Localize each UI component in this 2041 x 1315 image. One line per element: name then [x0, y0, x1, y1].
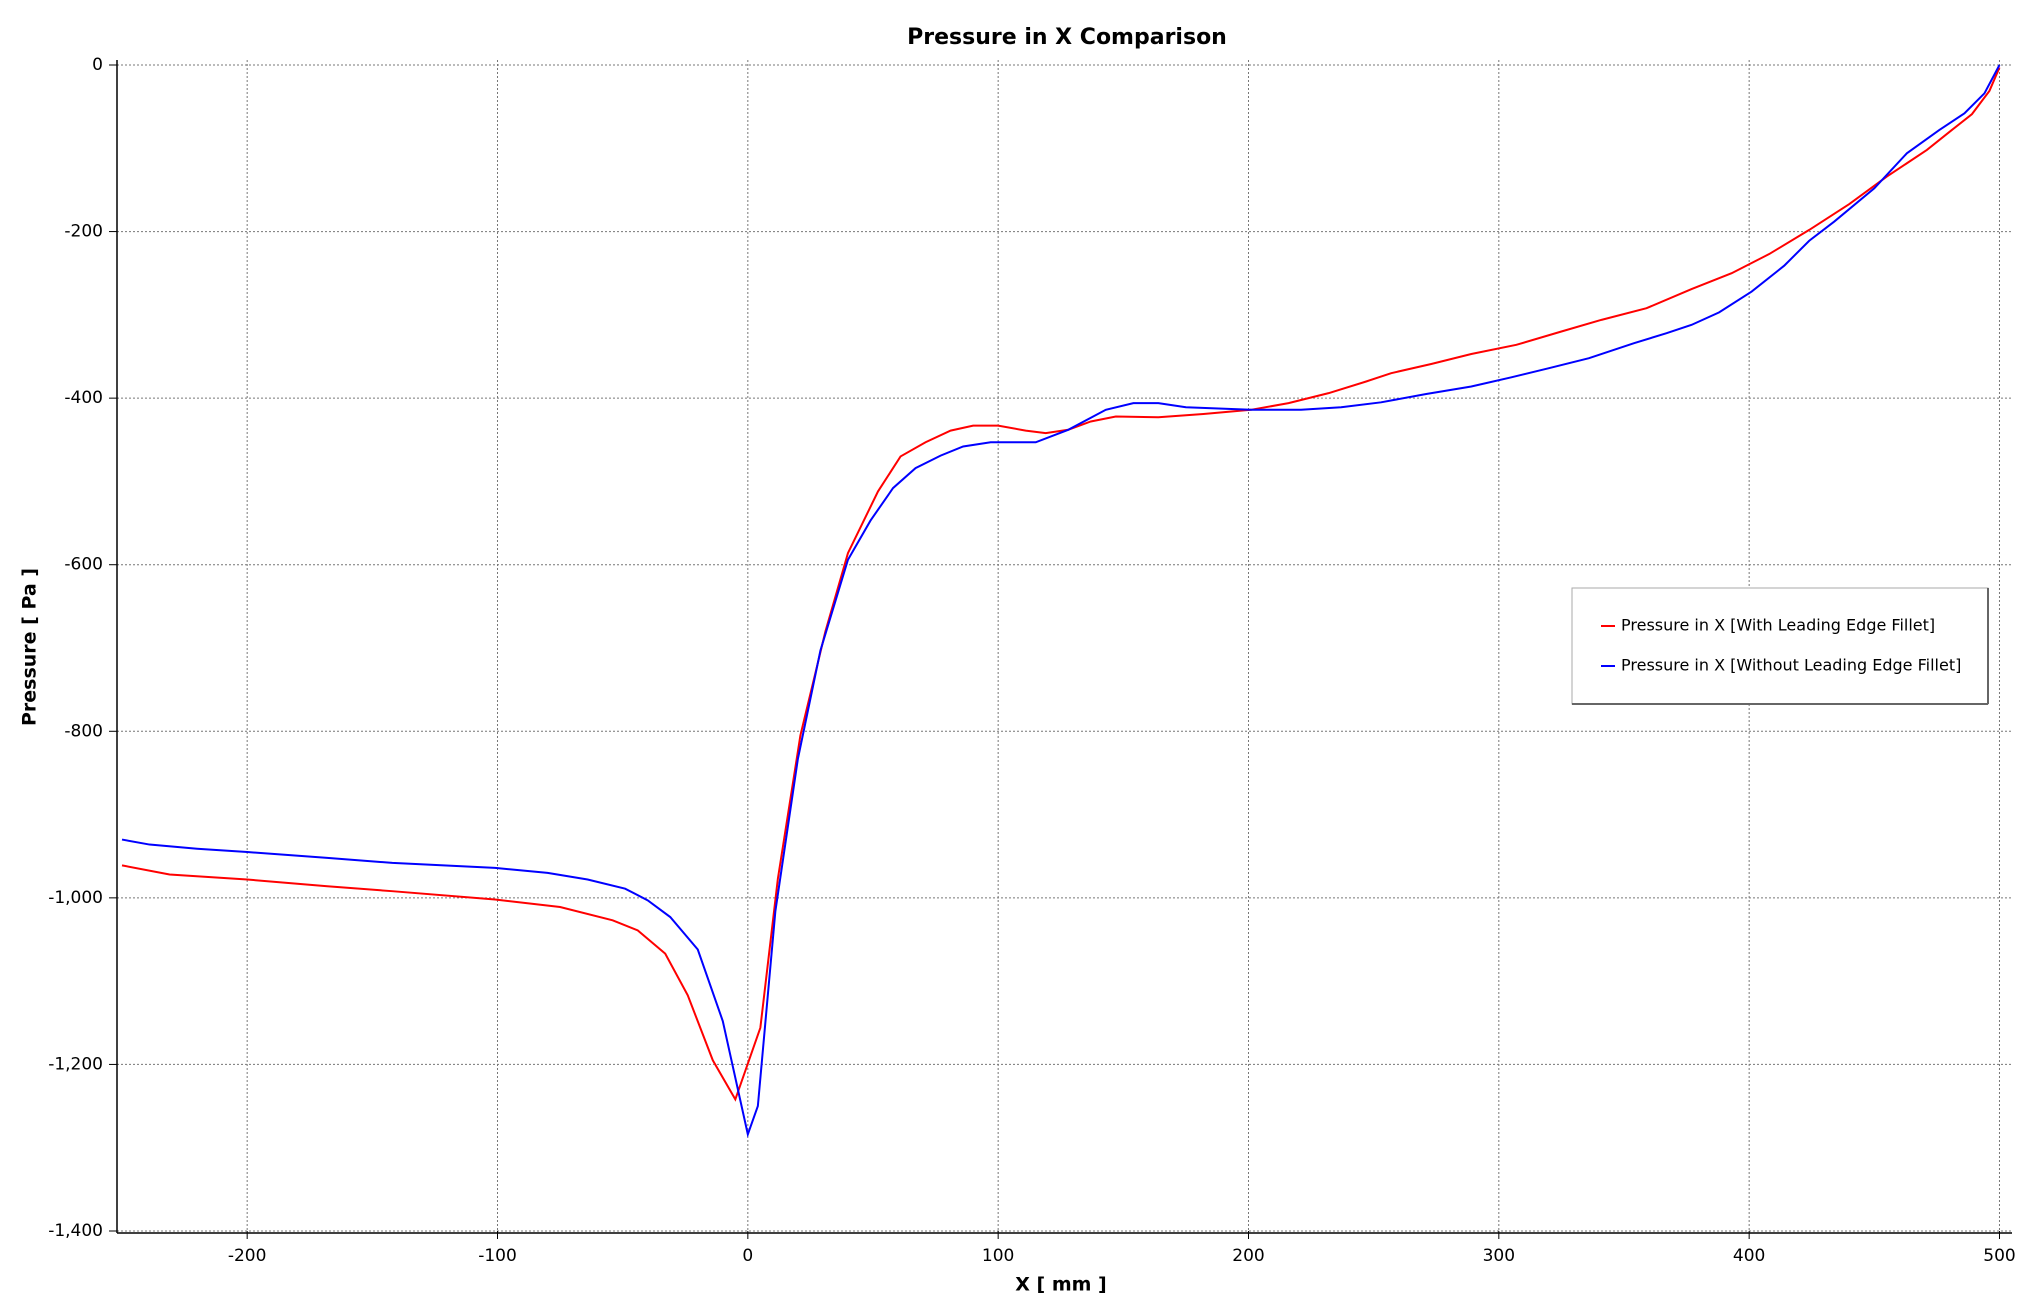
- x-axis-title: X [ mm ]: [1015, 1274, 1106, 1296]
- x-tick-label: 300: [1483, 1246, 1515, 1266]
- x-tick-label: 400: [1733, 1246, 1765, 1266]
- chart-title: Pressure in X Comparison: [907, 25, 1227, 50]
- data-line: [121, 67, 2001, 1102]
- y-tick-label: -600: [64, 555, 103, 575]
- y-tick-label: -1,200: [48, 1054, 103, 1074]
- y-tick-label: -200: [64, 222, 103, 242]
- x-tick-label: 100: [982, 1246, 1014, 1266]
- y-tick-label: -1,400: [48, 1221, 103, 1241]
- y-tick-label: -400: [64, 388, 103, 408]
- x-tick-label: -200: [228, 1246, 267, 1266]
- data-line: [121, 64, 2001, 1139]
- x-tick-label: 0: [742, 1246, 753, 1266]
- legend-box: [1571, 587, 1989, 705]
- x-tick-label: 200: [1232, 1246, 1264, 1266]
- y-tick-label: 0: [92, 55, 103, 75]
- legend-text: Pressure in X [With Leading Edge Fillet]: [1621, 616, 1935, 635]
- y-tick-label: -800: [64, 721, 103, 741]
- x-tick-label: -100: [478, 1246, 517, 1266]
- legend-text: Pressure in X [Without Leading Edge Fill…: [1621, 656, 1961, 675]
- y-tick-label: -1,000: [48, 888, 103, 908]
- y-axis-title: Pressure [ Pa ]: [19, 568, 41, 726]
- x-tick-label: 500: [1983, 1246, 2015, 1266]
